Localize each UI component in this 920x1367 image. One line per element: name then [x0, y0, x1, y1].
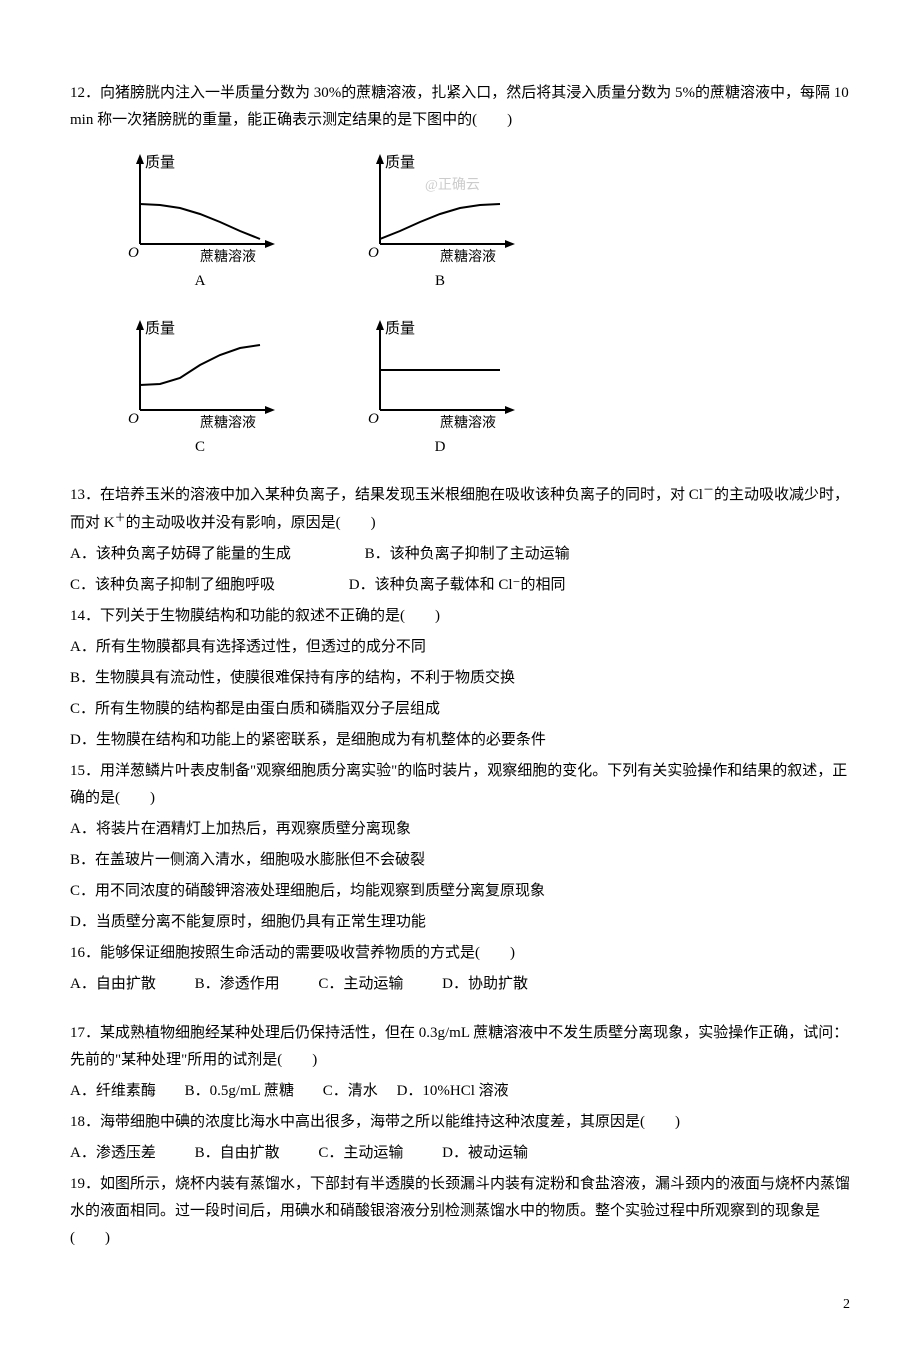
- panel-b: 质量 @正确云 O 蔗糖溶液 B: [350, 149, 530, 295]
- q14-opt-b: B．生物膜具有流动性，使膜很难保持有序的结构，不利于物质交换: [70, 665, 850, 692]
- q14-opt-d: D．生物膜在结构和功能上的紧密联系，是细胞成为有机整体的必要条件: [70, 727, 850, 754]
- panel-d: 质量 O 蔗糖溶液 D: [350, 315, 530, 461]
- q13-text-part1: 13．在培养玉米的溶液中加入某种负离子，结果发现玉米根细胞在吸收该种负离子的同时…: [70, 487, 703, 503]
- q13-minus-1: －: [703, 484, 714, 496]
- q18-opt-b: B．自由扩散: [195, 1145, 280, 1161]
- chart-a: 质量 O 蔗糖溶液: [110, 149, 290, 264]
- chart-d: 质量 O 蔗糖溶液: [350, 315, 530, 430]
- panel-c-label: C: [195, 434, 205, 461]
- svg-text:质量: 质量: [145, 154, 175, 171]
- q15-opt-a: A．将装片在酒精灯上加热后，再观察质壁分离现象: [70, 816, 850, 843]
- q19-text: 19．如图所示，烧杯内装有蒸馏水，下部封有半透膜的长颈漏斗内装有淀粉和食盐溶液，…: [70, 1171, 850, 1252]
- svg-text:蔗糖溶液: 蔗糖溶液: [440, 415, 496, 430]
- q18-opts: A．渗透压差 B．自由扩散 C．主动运输 D．被动运输: [70, 1140, 850, 1167]
- svg-text:O: O: [368, 245, 379, 261]
- q13-opt-b: B．该种负离子抑制了主动运输: [365, 546, 570, 562]
- panel-b-label: B: [435, 268, 445, 295]
- q18-opt-d: D．被动运输: [442, 1145, 528, 1161]
- q16-opts: A．自由扩散 B．渗透作用 C．主动运输 D．协助扩散: [70, 971, 850, 998]
- panel-c: 质量 O 蔗糖溶液 C: [110, 315, 290, 461]
- page-number: 2: [70, 1292, 850, 1317]
- q13-opt-d: D．该种负离子载体和 Cl⁻的相同: [349, 577, 566, 593]
- q13-plus: ＋: [115, 512, 126, 524]
- q17-opt-b: B．0.5g/mL 蔗糖: [185, 1083, 294, 1099]
- panel-a: 质量 O 蔗糖溶液 A: [110, 149, 290, 295]
- svg-text:质量: 质量: [385, 320, 415, 337]
- svg-text:蔗糖溶液: 蔗糖溶液: [440, 249, 496, 264]
- q17-text: 17．某成熟植物细胞经某种处理后仍保持活性，但在 0.3g/mL 蔗糖溶液中不发…: [70, 1020, 850, 1074]
- q16-opt-d: D．协助扩散: [442, 976, 528, 992]
- svg-text:蔗糖溶液: 蔗糖溶液: [200, 415, 256, 430]
- q17-opts: A．纤维素酶 B．0.5g/mL 蔗糖 C．清水 D．10%HCl 溶液: [70, 1078, 850, 1105]
- q17-opt-c: C．清水: [323, 1083, 378, 1099]
- q17-opt-d: D．10%HCl 溶液: [397, 1083, 509, 1099]
- svg-text:质量: 质量: [385, 154, 415, 171]
- q16-opt-c: C．主动运输: [318, 976, 403, 992]
- q17-opt-a: A．纤维素酶: [70, 1083, 156, 1099]
- q12-text: 12．向猪膀胱内注入一半质量分数为 30%的蔗糖溶液，扎紧入口，然后将其浸入质量…: [70, 80, 850, 134]
- q13-opt-c: C．该种负离子抑制了细胞呼吸: [70, 577, 275, 593]
- q13-opts-row2: C．该种负离子抑制了细胞呼吸 D．该种负离子载体和 Cl⁻的相同: [70, 572, 850, 599]
- svg-text:质量: 质量: [145, 320, 175, 337]
- chart-b: 质量 @正确云 O 蔗糖溶液: [350, 149, 530, 264]
- q16-opt-a: A．自由扩散: [70, 976, 156, 992]
- q14-opt-a: A．所有生物膜都具有选择透过性，但透过的成分不同: [70, 634, 850, 661]
- svg-text:O: O: [128, 245, 139, 261]
- figure-row-1: 质量 O 蔗糖溶液 A 质量 @正确云 O 蔗糖溶液 B: [110, 149, 850, 295]
- figure-row-2: 质量 O 蔗糖溶液 C 质量 O 蔗糖溶液 D: [110, 315, 850, 461]
- chart-c: 质量 O 蔗糖溶液: [110, 315, 290, 430]
- q16-text: 16．能够保证细胞按照生命活动的需要吸收营养物质的方式是( ): [70, 940, 850, 967]
- panel-a-label: A: [195, 268, 206, 295]
- q15-opt-d: D．当质壁分离不能复原时，细胞仍具有正常生理功能: [70, 909, 850, 936]
- q13-opts-row1: A．该种负离子妨碍了能量的生成 B．该种负离子抑制了主动运输: [70, 541, 850, 568]
- q14-opt-c: C．所有生物膜的结构都是由蛋白质和磷脂双分子层组成: [70, 696, 850, 723]
- q15-opt-b: B．在盖玻片一侧滴入清水，细胞吸水膨胀但不会破裂: [70, 847, 850, 874]
- q14-text: 14．下列关于生物膜结构和功能的叙述不正确的是( ): [70, 603, 850, 630]
- q13-opt-a: A．该种负离子妨碍了能量的生成: [70, 546, 291, 562]
- q18-opt-a: A．渗透压差: [70, 1145, 156, 1161]
- q16-opt-b: B．渗透作用: [195, 976, 280, 992]
- q12-figure: 质量 O 蔗糖溶液 A 质量 @正确云 O 蔗糖溶液 B: [110, 149, 850, 461]
- svg-text:@正确云: @正确云: [425, 177, 480, 193]
- svg-text:蔗糖溶液: 蔗糖溶液: [200, 249, 256, 264]
- q15-opt-c: C．用不同浓度的硝酸钾溶液处理细胞后，均能观察到质壁分离复原现象: [70, 878, 850, 905]
- q13-text: 13．在培养玉米的溶液中加入某种负离子，结果发现玉米根细胞在吸收该种负离子的同时…: [70, 481, 850, 537]
- svg-text:O: O: [368, 411, 379, 427]
- svg-text:O: O: [128, 411, 139, 427]
- panel-d-label: D: [435, 434, 446, 461]
- q13-text-part3: 的主动吸收并没有影响，原因是( ): [126, 515, 376, 531]
- q18-opt-c: C．主动运输: [318, 1145, 403, 1161]
- q15-text: 15．用洋葱鳞片叶表皮制备"观察细胞质分离实验"的临时装片，观察细胞的变化。下列…: [70, 758, 850, 812]
- q18-text: 18．海带细胞中碘的浓度比海水中高出很多，海带之所以能维持这种浓度差，其原因是(…: [70, 1109, 850, 1136]
